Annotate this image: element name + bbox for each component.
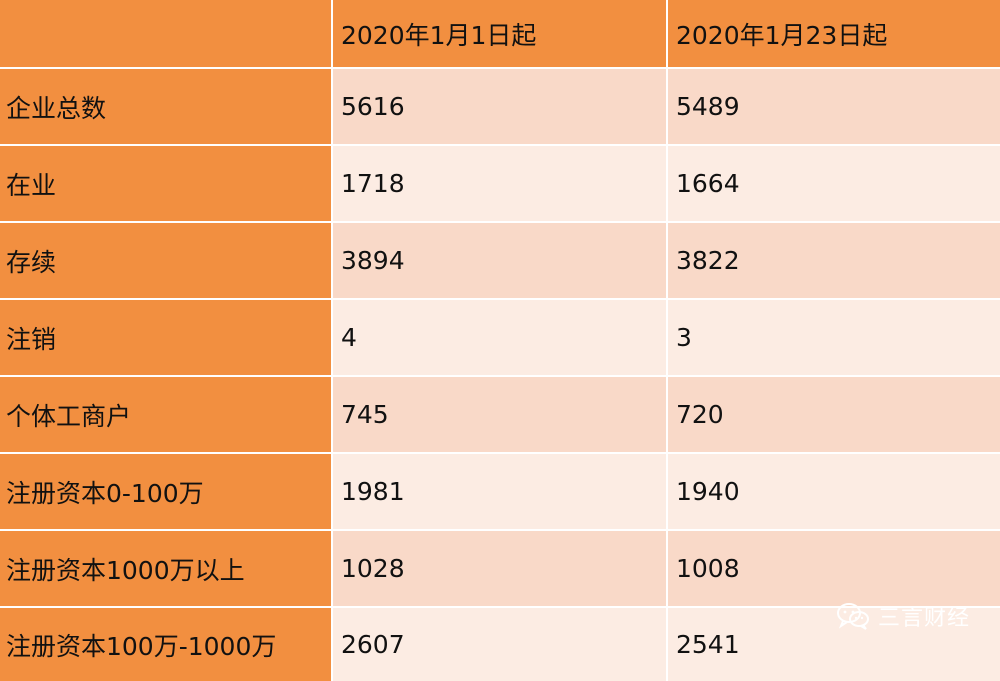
table-cell: 3894: [333, 223, 666, 298]
row-label: 注册资本0-100万: [0, 454, 331, 529]
table-cell: 745: [333, 377, 666, 452]
table-cell: 1664: [668, 146, 1000, 221]
table-cell: 3822: [668, 223, 1000, 298]
row-label: 个体工商户: [0, 377, 331, 452]
column-header-jan1: 2020年1月1日起: [333, 0, 666, 67]
table-cell: 2607: [333, 608, 666, 681]
watermark-text: 三言财经: [877, 606, 970, 631]
row-label: 在业: [0, 146, 331, 221]
table-cell: 5489: [668, 69, 1000, 144]
row-label: 注销: [0, 300, 331, 375]
table-cell: 720: [668, 377, 1000, 452]
table-cell: 5616: [333, 69, 666, 144]
table-cell: 1981: [333, 454, 666, 529]
header-corner: [0, 0, 331, 67]
row-label: 注册资本100万-1000万: [0, 608, 331, 681]
row-label: 企业总数: [0, 69, 331, 144]
table-cell: 1718: [333, 146, 666, 221]
wechat-icon: [836, 602, 870, 630]
column-header-jan23: 2020年1月23日起: [668, 0, 1000, 67]
row-label: 注册资本1000万以上: [0, 531, 331, 606]
table-cell: 1028: [333, 531, 666, 606]
table-cell: 1940: [668, 454, 1000, 529]
table-cell: 4: [333, 300, 666, 375]
row-label: 存续: [0, 223, 331, 298]
watermark: 三言财经: [836, 600, 970, 632]
table-cell: 1008: [668, 531, 1000, 606]
table-cell: 3: [668, 300, 1000, 375]
